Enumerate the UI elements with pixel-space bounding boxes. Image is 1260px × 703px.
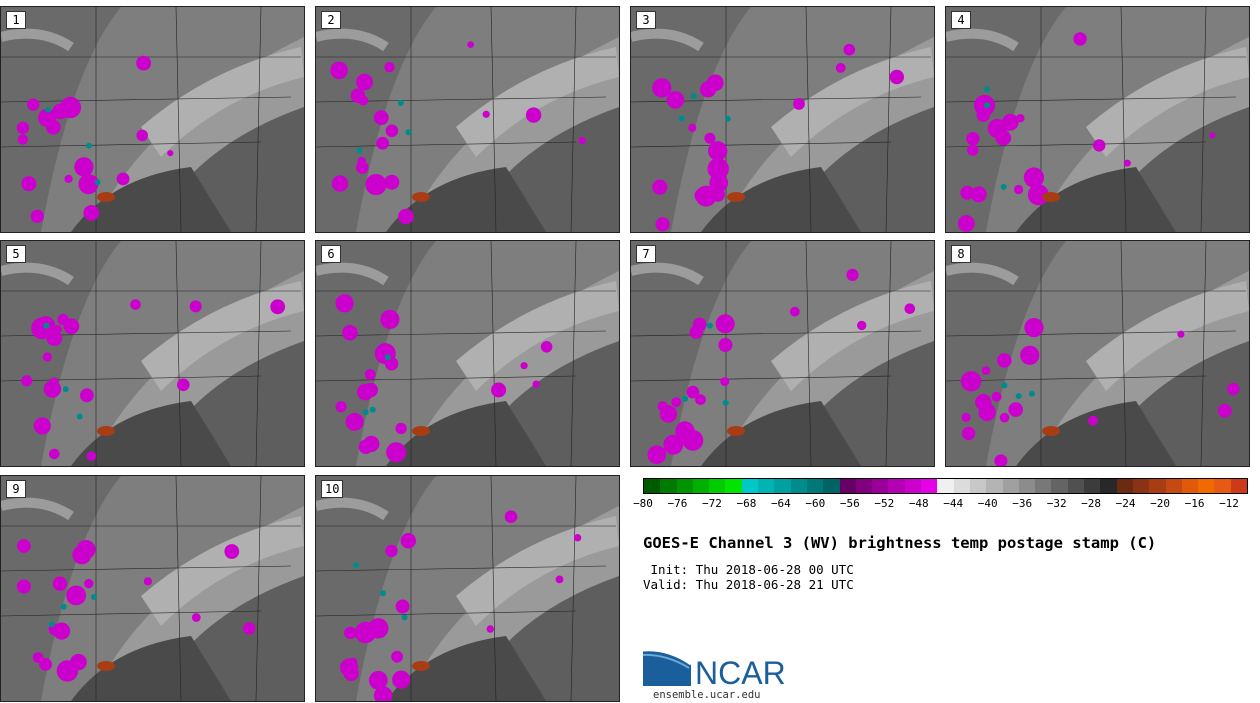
colorbar-swatch bbox=[1230, 479, 1247, 493]
colorbar-swatch bbox=[953, 479, 970, 493]
colorbar-tick-label: −24 bbox=[1115, 497, 1136, 510]
colorbar-tick-label: −12 bbox=[1219, 497, 1239, 510]
colorbar-swatch bbox=[725, 479, 742, 493]
map-panel: 2 bbox=[315, 6, 620, 233]
map-panel: 1 bbox=[0, 6, 305, 233]
map-panel: 8 bbox=[945, 240, 1250, 467]
colorbar-swatch bbox=[904, 479, 922, 493]
figure-title: GOES-E Channel 3 (WV) brightness temp po… bbox=[643, 534, 1157, 552]
panel-number: 3 bbox=[636, 11, 656, 29]
colorbar-swatch bbox=[1214, 479, 1231, 493]
colorbar-swatch bbox=[1132, 479, 1150, 493]
satellite-image bbox=[631, 241, 934, 466]
colorbar-swatch bbox=[709, 479, 726, 493]
colorbar-tick-label: −36 bbox=[1012, 497, 1033, 510]
colorbar-tick-label: −68 bbox=[736, 497, 757, 510]
colorbar-tick-label: −56 bbox=[839, 497, 860, 510]
valid-time: Valid: Thu 2018-06-28 21 UTC bbox=[643, 577, 854, 592]
colorbar-swatch bbox=[888, 479, 905, 493]
colorbar-swatch bbox=[774, 479, 791, 493]
map-panel: 5 bbox=[0, 240, 305, 467]
colorbar-swatch bbox=[660, 479, 677, 493]
colorbar-tick-label: −16 bbox=[1184, 497, 1205, 510]
init-time: Init: Thu 2018-06-28 00 UTC bbox=[643, 562, 854, 577]
colorbar-tick-label: −60 bbox=[805, 497, 826, 510]
satellite-image bbox=[316, 476, 619, 701]
logo-text: NCAR bbox=[695, 655, 786, 690]
colorbar-swatch bbox=[1018, 479, 1036, 493]
map-panel: 3 bbox=[630, 6, 935, 233]
satellite-image bbox=[1, 7, 304, 232]
colorbar-tick-label: −64 bbox=[770, 497, 791, 510]
colorbar-tick-label: −32 bbox=[1046, 497, 1067, 510]
colorbar-swatch bbox=[644, 479, 661, 493]
colorbar-swatch bbox=[1149, 479, 1166, 493]
colorbar-tick-label: −20 bbox=[1150, 497, 1170, 510]
panel-number: 4 bbox=[951, 11, 971, 29]
panel-number: 2 bbox=[321, 11, 341, 29]
colorbar-swatch bbox=[855, 479, 873, 493]
colorbar-tick-label: −52 bbox=[874, 497, 895, 510]
colorbar-swatch bbox=[1084, 479, 1101, 493]
colorbar-swatch bbox=[1165, 479, 1182, 493]
colorbar-swatch bbox=[839, 479, 856, 493]
colorbar-swatch bbox=[692, 479, 710, 493]
ncar-logo: NCAR bbox=[643, 648, 786, 690]
map-panel: 6 bbox=[315, 240, 620, 467]
satellite-image bbox=[946, 7, 1249, 232]
panel-number: 5 bbox=[6, 245, 26, 263]
colorbar-swatch bbox=[823, 479, 840, 493]
colorbar-swatch bbox=[1100, 479, 1117, 493]
panel-number: 6 bbox=[321, 245, 341, 263]
colorbar-swatch bbox=[741, 479, 759, 493]
website-text: ensemble.ucar.edu bbox=[653, 689, 761, 701]
panel-number: 9 bbox=[6, 480, 26, 498]
colorbar-swatch bbox=[986, 479, 1003, 493]
satellite-image bbox=[631, 7, 934, 232]
colorbar-swatch bbox=[1116, 479, 1133, 493]
colorbar-swatch bbox=[1181, 479, 1199, 493]
map-panel: 7 bbox=[630, 240, 935, 467]
colorbar-swatch bbox=[969, 479, 987, 493]
satellite-image bbox=[316, 7, 619, 232]
colorbar-swatch bbox=[806, 479, 824, 493]
panel-number: 1 bbox=[6, 11, 26, 29]
colorbar-swatch bbox=[872, 479, 889, 493]
satellite-image bbox=[1, 241, 304, 466]
colorbar-tick-label: −40 bbox=[977, 497, 998, 510]
map-panel: 9 bbox=[0, 475, 305, 702]
colorbar-swatch bbox=[921, 479, 938, 493]
satellite-image bbox=[1, 476, 304, 701]
colorbar-swatch bbox=[676, 479, 693, 493]
colorbar-swatch bbox=[758, 479, 775, 493]
colorbar bbox=[643, 478, 1248, 494]
satellite-image bbox=[946, 241, 1249, 466]
colorbar-tick-label: −80 bbox=[633, 497, 653, 510]
colorbar-swatch bbox=[1051, 479, 1068, 493]
colorbar-swatch bbox=[1035, 479, 1052, 493]
colorbar-swatch bbox=[790, 479, 807, 493]
colorbar-tick-label: −44 bbox=[943, 497, 964, 510]
colorbar-swatch bbox=[1002, 479, 1019, 493]
map-panel: 4 bbox=[945, 6, 1250, 233]
colorbar-tick-label: −28 bbox=[1081, 497, 1102, 510]
colorbar-tick-label: −76 bbox=[667, 497, 688, 510]
panel-number: 8 bbox=[951, 245, 971, 263]
colorbar-swatch bbox=[937, 479, 954, 493]
panel-number: 10 bbox=[321, 480, 344, 498]
colorbar-tick-label: −72 bbox=[702, 497, 722, 510]
colorbar-swatch bbox=[1067, 479, 1085, 493]
map-panel: 10 bbox=[315, 475, 620, 702]
colorbar-swatch bbox=[1198, 479, 1215, 493]
panel-number: 7 bbox=[636, 245, 656, 263]
colorbar-ticks: −80 −76 −72 −68 −64 −60 −56 −52 −48 −44 −40 −36 −32 −… bbox=[633, 497, 1248, 511]
colorbar-tick-label: −48 bbox=[908, 497, 929, 510]
satellite-image bbox=[316, 241, 619, 466]
